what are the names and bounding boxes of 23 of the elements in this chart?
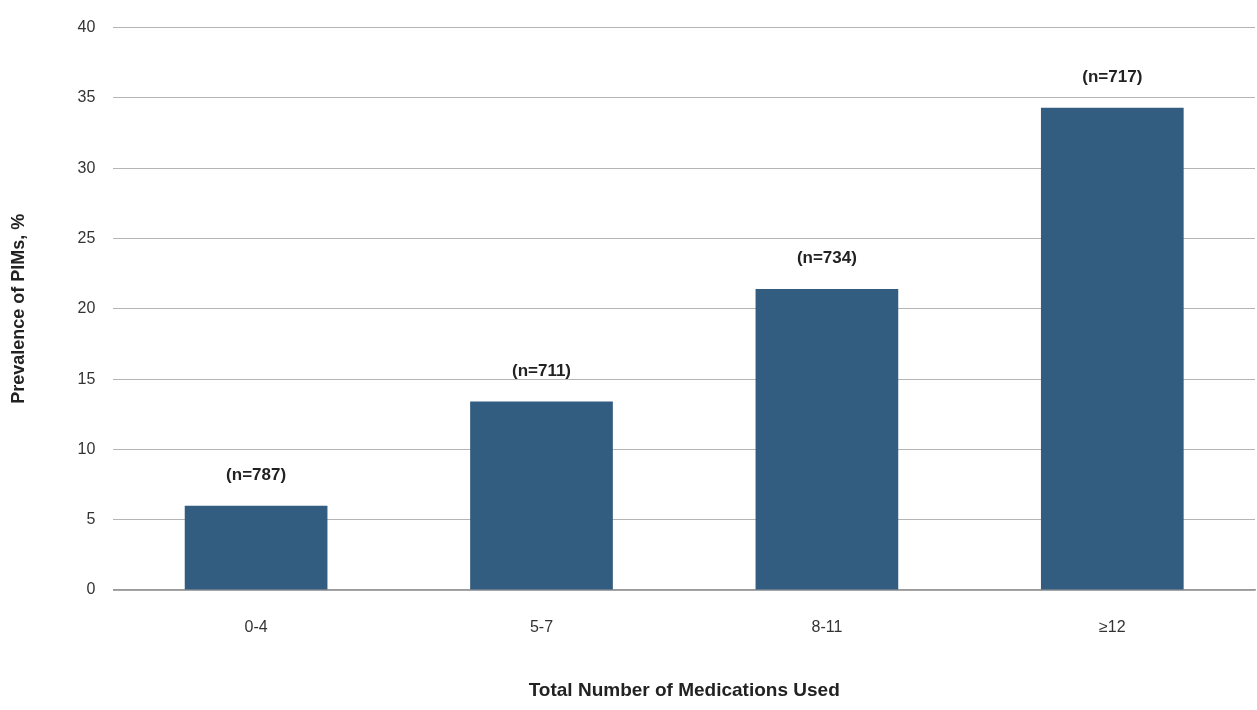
y-axis-title: Prevalence of PIMs, % xyxy=(7,213,28,404)
x-tick-label: 0-4 xyxy=(244,618,268,636)
annotation: (n=717) xyxy=(1082,66,1143,86)
bar xyxy=(755,289,899,590)
annotation: (n=787) xyxy=(226,464,287,484)
y-tick-label: 10 xyxy=(77,439,96,457)
y-tick-label: 15 xyxy=(77,369,96,387)
bar xyxy=(470,401,613,590)
x-tick-label: ≥12 xyxy=(1099,618,1126,636)
annotation: (n=711) xyxy=(511,360,572,380)
y-tick-label: 40 xyxy=(77,18,96,36)
bar xyxy=(184,505,328,590)
y-tick-label: 5 xyxy=(86,510,96,528)
y-tick-label: 30 xyxy=(77,158,96,176)
bar xyxy=(1040,107,1184,590)
y-tick-label: 20 xyxy=(77,299,96,317)
y-tick-label: 25 xyxy=(77,228,96,246)
x-axis-title: Total Number of Medications Used xyxy=(528,678,840,700)
x-tick-label: 5-7 xyxy=(529,618,554,636)
y-tick-label: 35 xyxy=(77,88,96,106)
y-tick-label: 0 xyxy=(86,580,96,598)
annotation: (n=734) xyxy=(796,248,857,268)
x-tick-label: 8-11 xyxy=(811,618,843,636)
